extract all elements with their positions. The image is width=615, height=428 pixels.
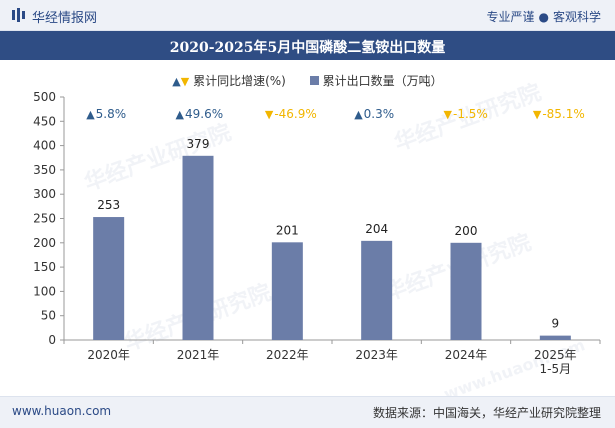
brand-logo-icon <box>12 8 25 22</box>
bar-0 <box>93 217 125 340</box>
value-label-3: 204 <box>365 222 388 236</box>
growth-label-1: 49.6% <box>185 107 223 121</box>
y-tick-label: 500 <box>33 90 56 104</box>
triangle-down-icon: ▼ <box>444 108 453 121</box>
title-bar: 2020-2025年5月中国磷酸二氢铵出口数量 <box>0 31 615 60</box>
tagline: 专业严谨 ● 客观科学 <box>486 8 601 25</box>
x-tick-label-5: 2025年 <box>534 348 577 362</box>
bar-2 <box>271 242 303 340</box>
triangle-down-icon: ▼ <box>533 108 542 121</box>
legend-label-growth: 累计同比增速(%) <box>193 74 286 88</box>
growth-label-2: -46.9% <box>274 107 316 121</box>
y-tick-label: 350 <box>33 163 56 177</box>
value-label-4: 200 <box>455 224 478 238</box>
y-tick-label: 150 <box>33 260 56 274</box>
x-tick-label-5-line2: 1-5月 <box>540 362 572 376</box>
value-label-0: 253 <box>97 198 120 212</box>
triangle-up-icon: ▲ <box>86 108 95 121</box>
tagline-right: 客观科学 <box>552 10 601 24</box>
x-tick-label-0: 2020年 <box>87 348 130 362</box>
tagline-separator: ● <box>538 10 549 24</box>
growth-label-4: -1.5% <box>453 107 488 121</box>
y-tick-label: 300 <box>33 187 56 201</box>
triangle-down-icon: ▼ <box>265 108 274 121</box>
y-tick-label: 0 <box>48 333 56 347</box>
tagline-left: 专业严谨 <box>486 10 535 24</box>
square-swatch-icon <box>309 76 319 85</box>
triangle-up-icon: ▲ <box>354 108 363 121</box>
value-label-5: 9 <box>552 317 560 331</box>
y-tick-label: 200 <box>33 236 56 250</box>
value-label-2: 201 <box>276 223 299 237</box>
growth-label-0: 5.8% <box>96 107 127 121</box>
brand-name: 华经情报网 <box>32 11 98 26</box>
value-label-1: 379 <box>187 137 210 151</box>
triangle-up-icon: ▲ <box>172 75 181 88</box>
bar-3 <box>361 240 393 340</box>
chart-bars <box>93 155 571 340</box>
y-tick-label: 100 <box>33 284 56 298</box>
x-tick-label-4: 2024年 <box>445 348 488 362</box>
x-tick-label-3: 2023年 <box>355 348 398 362</box>
triangle-up-icon: ▲ <box>176 108 185 121</box>
bar-4 <box>450 242 482 340</box>
x-tick-label-2: 2022年 <box>266 348 309 362</box>
footer-bar: www.huaon.com 数据来源：中国海关，华经产业研究院整理 <box>0 396 615 428</box>
y-tick-label: 400 <box>33 139 56 153</box>
y-tick-label: 50 <box>41 309 56 323</box>
chart-title: 2020-2025年5月中国磷酸二氢铵出口数量 <box>169 40 446 56</box>
chart-legend: ▲▼ 累计同比增速(%) 累计出口数量（万吨） <box>0 72 615 89</box>
header-bar: 华经情报网 专业严谨 ● 客观科学 <box>0 0 615 31</box>
footer-source: 数据来源：中国海关，华经产业研究院整理 <box>372 406 601 420</box>
footer-url: www.huaon.com <box>12 404 112 418</box>
chart-axes: 0 50 100 150 200 250 300 350 400 450 500 <box>33 90 601 347</box>
triangle-down-icon: ▼ <box>180 75 190 88</box>
legend-item-growth: ▲▼ 累计同比增速(%) <box>172 72 286 89</box>
growth-label-5: -85.1% <box>542 107 584 121</box>
bar-1 <box>182 155 214 340</box>
y-tick-label: 450 <box>33 114 56 128</box>
y-tick-label: 250 <box>33 212 56 226</box>
legend-label-volume: 累计出口数量（万吨） <box>322 74 443 88</box>
x-tick-label-1: 2021年 <box>177 348 220 362</box>
growth-label-3: 0.3% <box>364 107 395 121</box>
legend-item-volume: 累计出口数量（万吨） <box>309 72 443 89</box>
bar-chart: 0 50 100 150 200 250 300 350 400 450 500 253 2020年 ▲… <box>33 90 601 376</box>
bar-5 <box>539 335 571 340</box>
